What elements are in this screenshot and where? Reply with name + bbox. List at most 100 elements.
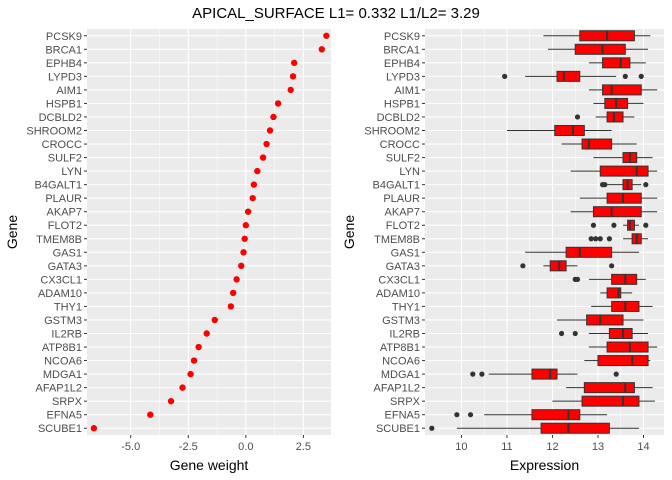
data-point: [270, 113, 277, 121]
y-tick-label: THY1: [392, 301, 420, 313]
box: [608, 327, 633, 340]
box: [592, 206, 642, 218]
box: [574, 43, 626, 55]
data-point: [263, 140, 270, 148]
y-tick-label: BRCA1: [383, 44, 420, 56]
y-tick-label: AFAP1L2: [374, 383, 420, 395]
y-tick-label: AIM1: [394, 85, 420, 97]
y-tick-label: LYN: [399, 166, 420, 178]
y-tick-label: MDGA1: [43, 369, 82, 381]
outlier-point: [643, 182, 649, 188]
outlier-point: [574, 114, 581, 120]
y-tick-label: MDGA1: [381, 369, 420, 381]
box: [554, 124, 585, 137]
y-tick-label: GAS1: [53, 247, 82, 259]
chart-title: APICAL_SURFACE L1= 0.332 L1/L2= 3.29: [192, 5, 480, 22]
outlier-point: [429, 425, 435, 431]
box: [565, 246, 613, 258]
data-point: [318, 46, 325, 53]
panel-background: [87, 29, 331, 435]
y-tick-label: PLAUR: [383, 193, 420, 205]
outlier-point: [613, 371, 619, 377]
data-point: [195, 343, 202, 351]
outlier-point: [593, 236, 599, 242]
outlier-point: [520, 263, 526, 269]
y-axis-title: Gene: [4, 215, 20, 249]
x-tick-label: -5.0: [121, 441, 140, 453]
y-tick-label: HSPB1: [384, 98, 420, 110]
y-tick-label: AKAP7: [47, 207, 82, 219]
box: [531, 409, 581, 421]
y-tick-label: SCUBE1: [376, 423, 420, 435]
y-tick-label: SCUBE1: [38, 423, 82, 435]
data-point: [323, 32, 330, 39]
y-tick-label: NCOA6: [44, 356, 82, 368]
box: [540, 422, 610, 434]
data-point: [290, 59, 298, 67]
outlier-point: [606, 236, 612, 242]
data-point: [266, 127, 274, 134]
y-tick-label: THY1: [54, 301, 82, 313]
y-tick-label: ADAM10: [38, 288, 82, 300]
data-point: [233, 276, 240, 283]
box: [597, 355, 649, 367]
y-tick-label: B4GALT1: [35, 180, 83, 192]
box: [602, 57, 631, 69]
y-tick-label: EFNA5: [47, 410, 82, 422]
outlier-point: [588, 236, 594, 242]
y-tick-label: NCOA6: [382, 356, 420, 368]
x-axis-title: Gene weight: [170, 457, 249, 473]
data-point: [244, 208, 252, 215]
y-tick-label: PCSK9: [46, 31, 82, 43]
data-point: [211, 316, 218, 324]
data-point: [250, 181, 258, 188]
y-tick-label: GSTM3: [44, 315, 82, 327]
data-point: [254, 167, 261, 175]
y-tick-label: AKAP7: [385, 207, 420, 219]
y-tick-label: TMEM8B: [36, 234, 82, 246]
box: [549, 260, 567, 272]
outlier-point: [558, 330, 565, 337]
y-tick-label: LYPD3: [386, 71, 420, 83]
y-tick-label: ATP8B1: [380, 342, 420, 354]
y-tick-label: SHROOM2: [26, 126, 82, 138]
data-point: [167, 397, 175, 405]
data-point: [203, 330, 210, 337]
x-tick-label: 2.5: [296, 441, 311, 453]
y-tick-label: EPHB4: [384, 58, 420, 70]
y-tick-label: BRCA1: [45, 44, 82, 56]
data-point: [274, 100, 282, 107]
outlier-point: [622, 73, 628, 79]
outlier-point: [574, 276, 581, 282]
box: [606, 341, 649, 353]
outlier-point: [609, 263, 615, 269]
y-tick-label: CROCC: [380, 139, 420, 151]
y-tick-label: ADAM10: [376, 288, 420, 300]
data-point: [190, 357, 198, 364]
box: [581, 138, 613, 150]
data-point: [287, 86, 294, 94]
x-tick-label: -2.5: [179, 441, 198, 453]
y-tick-label: EFNA5: [385, 410, 420, 422]
data-point: [229, 289, 237, 297]
outlier-point: [479, 371, 485, 377]
data-point: [241, 235, 248, 242]
outlier-point: [602, 182, 608, 188]
y-tick-label: EPHB4: [46, 58, 82, 70]
y-tick-label: ATP8B1: [42, 342, 82, 354]
box: [586, 314, 624, 326]
y-tick-label: SRPX: [390, 396, 421, 408]
y-tick-label: CX3CL1: [378, 274, 420, 286]
outlier-point: [590, 222, 597, 228]
outlier-point: [467, 412, 474, 418]
y-tick-label: LYN: [61, 166, 82, 178]
box: [606, 192, 642, 204]
data-point: [238, 262, 245, 270]
outlier-point: [638, 73, 644, 79]
data-point: [249, 194, 256, 202]
y-tick-label: DCBLD2: [377, 112, 420, 124]
y-tick-label: IL2RB: [389, 329, 420, 341]
